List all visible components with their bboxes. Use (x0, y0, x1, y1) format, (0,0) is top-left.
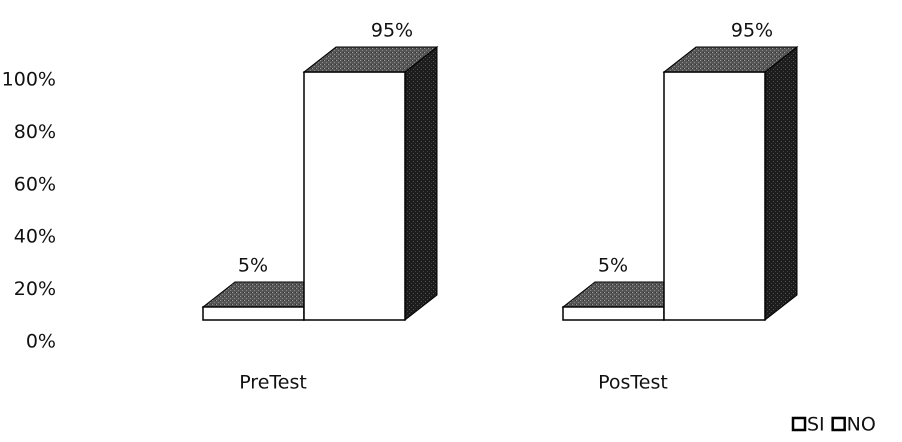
x-tick-label: PreTest (239, 372, 307, 394)
value-label: 95% (371, 20, 413, 42)
value-label: 5% (238, 254, 268, 276)
value-label: 5% (598, 254, 628, 276)
y-tick-label: 20% (14, 278, 56, 300)
bar-front (663, 71, 766, 321)
value-label: 95% (731, 20, 773, 42)
y-tick-label: 0% (26, 331, 56, 353)
bar-front (202, 306, 305, 321)
legend-label: SI (807, 414, 825, 436)
y-tick-label: 60% (14, 173, 56, 195)
legend-swatch (831, 416, 846, 432)
y-tick-label: 40% (14, 226, 56, 248)
bar-side (764, 46, 798, 322)
legend-label: NO (847, 414, 876, 436)
bar-front (562, 306, 665, 321)
x-tick-label: PosTest (598, 372, 668, 394)
legend-swatch (791, 416, 807, 432)
bar (662, 46, 799, 322)
bar-front (303, 71, 406, 321)
bar-side (404, 46, 438, 322)
y-tick-label: 100% (2, 69, 56, 91)
y-tick-label: 80% (14, 121, 56, 143)
bar (302, 46, 439, 322)
